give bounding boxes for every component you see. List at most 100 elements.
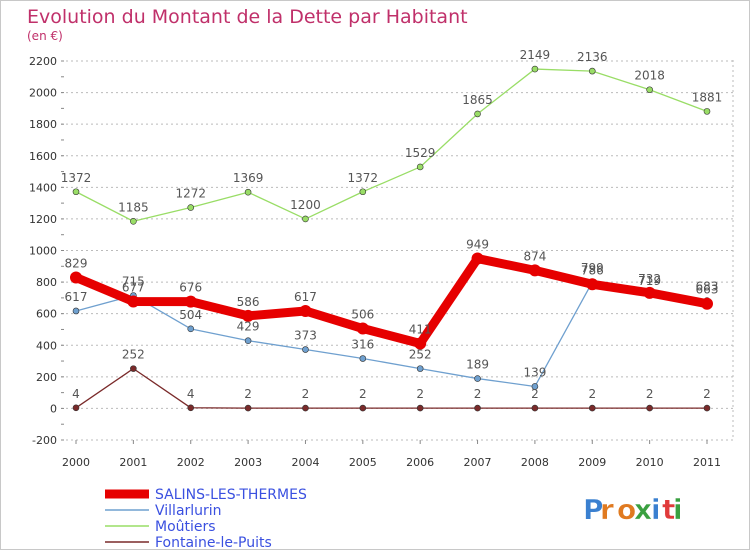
data-label-2-1: 1185 <box>118 200 149 214</box>
x-tick-label-2002: 2002 <box>177 456 205 469</box>
data-point-3-6 <box>416 404 424 412</box>
x-tick-label-2009: 2009 <box>578 456 606 469</box>
data-label-2-9: 2136 <box>577 50 608 64</box>
data-point-2-7 <box>474 110 481 118</box>
data-label-0-5: 506 <box>351 308 374 322</box>
data-point-2-8 <box>531 65 539 73</box>
data-label-1-2: 504 <box>179 308 202 322</box>
data-point-2-0 <box>72 188 80 196</box>
data-label-0-6: 411 <box>409 323 432 337</box>
data-label-2-8: 2149 <box>520 48 551 62</box>
data-label-2-3: 1369 <box>233 171 264 185</box>
data-label-0-2: 676 <box>179 281 202 295</box>
data-point-2-5 <box>359 188 367 196</box>
data-label-0-9: 786 <box>581 263 604 277</box>
y-tick-label-1400: 1400 <box>29 181 57 194</box>
x-tick-label-2006: 2006 <box>406 456 434 469</box>
x-axis-ticks: 2000 2001 2002 2003 2004 2005 2006 2007 2008 2009… <box>62 440 721 469</box>
x-tick-label-2001: 2001 <box>119 456 147 469</box>
data-point-1-7 <box>474 375 481 382</box>
data-point-0-8 <box>528 264 541 277</box>
data-label-2-7: 1865 <box>462 93 493 107</box>
data-label-1-0: 617 <box>65 290 88 304</box>
series-line-0 <box>71 254 712 349</box>
y-tick-label-200: 200 <box>36 371 57 384</box>
data-point-2-6 <box>416 163 424 171</box>
data-label-0-1: 677 <box>122 281 145 295</box>
data-point-2-10 <box>646 86 653 94</box>
data-point-2-3 <box>244 188 252 196</box>
logo-letter-0: P <box>583 493 604 526</box>
data-point-1-2 <box>187 325 195 333</box>
data-point-2-11 <box>703 108 711 115</box>
y-tick-label-1200: 1200 <box>29 213 57 226</box>
data-label-1-8: 139 <box>523 365 546 379</box>
logo-letter-4: i <box>651 493 661 526</box>
data-point-0-9 <box>586 278 599 291</box>
legend-label-1: Villarlurin <box>155 503 222 519</box>
data-label-3-4: 2 <box>302 387 310 401</box>
y-tick-label-0: 0 <box>50 402 57 415</box>
data-label-2-11: 1881 <box>692 90 723 104</box>
data-point-3-3 <box>244 404 252 412</box>
data-point-1-3 <box>244 337 252 344</box>
y-tick-label--200: -200 <box>32 434 57 447</box>
data-point-1-5 <box>359 355 367 362</box>
y-tick-label-2200: 2200 <box>29 55 57 68</box>
data-label-1-1: 715 <box>122 275 145 289</box>
data-point-1-0 <box>72 307 80 315</box>
data-label-3-1: 252 <box>122 348 145 362</box>
legend-label-3: Fontaine-le-Puits <box>155 535 272 549</box>
data-point-0-5 <box>356 322 369 335</box>
x-tick-label-2011: 2011 <box>693 456 721 469</box>
legend: SALINS-LES-THERMESVillarlurinMoûtiersFon… <box>105 487 307 551</box>
y-tick-label-800: 800 <box>36 276 57 289</box>
logo-letter-1: r <box>600 493 614 526</box>
data-point-3-5 <box>359 404 367 412</box>
data-label-1-7: 189 <box>466 358 489 372</box>
x-tick-label-2007: 2007 <box>464 456 492 469</box>
series-line-3 <box>75 367 708 409</box>
data-point-3-4 <box>302 404 309 412</box>
data-label-1-6: 252 <box>409 348 432 362</box>
data-label-2-4: 1200 <box>290 198 321 212</box>
data-label-3-9: 2 <box>588 387 596 401</box>
data-label-2-10: 2018 <box>634 69 665 83</box>
data-point-0-2 <box>184 295 197 308</box>
chart-title: Evolution du Montant de la Dette par Hab… <box>27 6 468 28</box>
data-label-0-10: 732 <box>638 272 661 286</box>
data-point-2-1 <box>130 217 137 225</box>
series-group: 829 677 676 586 617 506 411 949 874 786 732 663 617 7… <box>61 48 723 412</box>
data-label-2-6: 1529 <box>405 146 436 160</box>
y-axis-ticks: -200 0 200 400 600 800 1000 1200 1400 1600 1800 200… <box>29 55 64 447</box>
logo-letter-2: o <box>617 493 636 526</box>
data-point-2-9 <box>588 67 596 75</box>
data-label-1-4: 373 <box>294 329 317 343</box>
data-label-1-10: 719 <box>638 274 661 288</box>
data-label-0-3: 586 <box>237 295 260 309</box>
data-point-1-6 <box>416 365 424 372</box>
series-line-2 <box>75 68 708 222</box>
data-label-1-3: 429 <box>237 320 260 334</box>
data-point-3-0 <box>72 404 80 412</box>
x-tick-label-2005: 2005 <box>349 456 377 469</box>
y-tick-label-600: 600 <box>36 308 57 321</box>
data-label-3-2: 4 <box>187 387 195 401</box>
data-point-0-4 <box>299 304 312 317</box>
data-label-3-10: 2 <box>646 387 654 401</box>
proxiti-logo: Pr oxi ti <box>583 493 683 527</box>
data-label-0-0: 829 <box>65 257 88 271</box>
data-label-2-2: 1272 <box>175 187 206 201</box>
data-label-3-8: 2 <box>531 387 539 401</box>
x-tick-label-2003: 2003 <box>234 456 262 469</box>
y-tick-label-400: 400 <box>36 339 57 352</box>
data-point-0-10 <box>643 286 656 299</box>
data-point-3-1 <box>130 365 137 372</box>
data-point-0-3 <box>242 309 255 322</box>
y-tick-label-1800: 1800 <box>29 118 57 131</box>
data-point-3-7 <box>474 404 481 412</box>
logo-letter-3: x <box>634 493 652 526</box>
data-label-2-5: 1372 <box>348 171 379 185</box>
